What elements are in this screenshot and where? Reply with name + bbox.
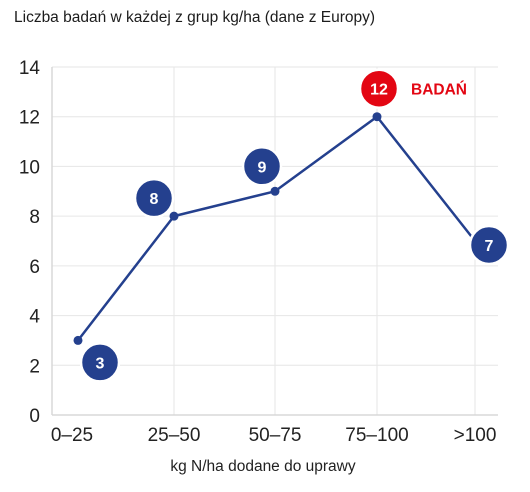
series-line [77, 115, 476, 342]
highlight-label: BADAŃ [411, 82, 467, 99]
value-badge-label-1: 8 [150, 191, 159, 208]
y-tick-14: 14 [19, 58, 41, 79]
x-tick-0: 0–25 [51, 425, 93, 446]
chart-title: Liczba badań w każdej z grup kg/ha (dane… [14, 9, 376, 26]
axes [51, 67, 498, 416]
gridlines [52, 66, 498, 415]
y-tick-10: 10 [19, 157, 40, 178]
value-badge-1 [133, 177, 175, 219]
data-point-0 [73, 335, 83, 345]
y-tick-8: 8 [29, 207, 40, 228]
value-badge-3 [358, 68, 400, 109]
y-tick-labels: 0 2 4 6 8 10 12 14 [19, 58, 41, 427]
value-badge-label-3: 12 [370, 82, 388, 99]
y-tick-2: 2 [29, 356, 40, 377]
value-badge-label-4: 7 [485, 238, 494, 255]
value-badge-label-2: 9 [258, 159, 267, 176]
data-point-3 [372, 112, 382, 122]
x-tick-3: 75–100 [345, 425, 408, 446]
series-line-layer [77, 115, 476, 342]
value-badge-label-0: 3 [96, 355, 105, 372]
x-tick-labels: 0–25 25–50 50–75 75–100 >100 [51, 425, 497, 446]
data-point-2 [270, 186, 280, 196]
y-tick-6: 6 [29, 257, 40, 278]
value-badges: 3 8 9 12 BADAŃ 7 [79, 68, 510, 383]
value-badge-0 [79, 342, 121, 383]
data-point-1 [169, 211, 179, 221]
value-badge-2 [241, 146, 283, 187]
y-tick-4: 4 [29, 307, 40, 328]
x-axis-label: kg N/ha dodane do uprawy [170, 458, 356, 475]
x-tick-2: 50–75 [249, 425, 302, 446]
x-tick-1: 25–50 [148, 425, 201, 446]
data-points [73, 112, 480, 345]
y-tick-12: 12 [19, 108, 40, 129]
value-badge-4 [468, 224, 510, 266]
y-tick-0: 0 [29, 406, 40, 427]
x-tick-4: >100 [454, 425, 497, 446]
